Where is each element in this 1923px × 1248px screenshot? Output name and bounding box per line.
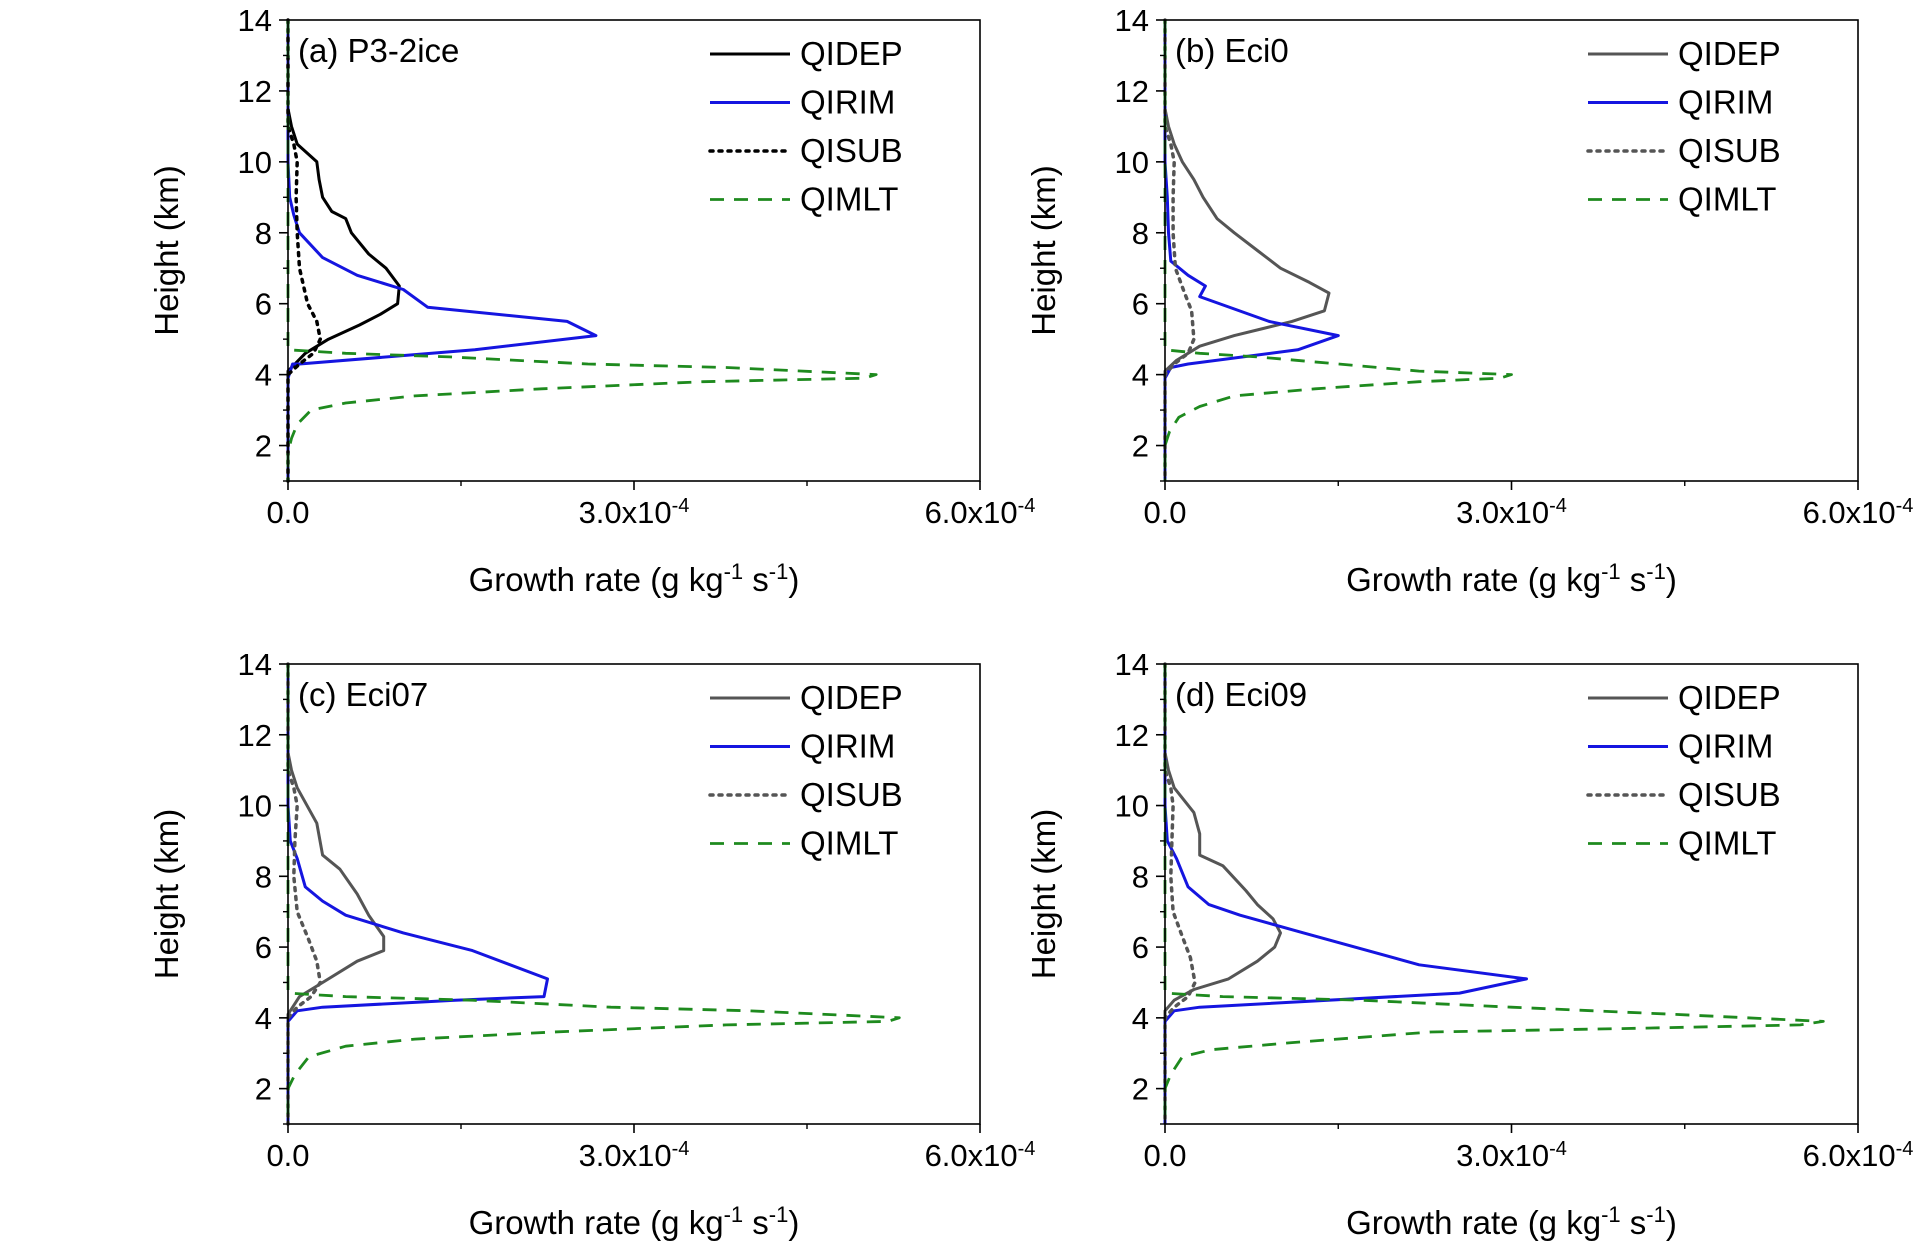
- y-axis-label: Height (km): [148, 165, 185, 336]
- series-line-qimlt: [1163, 664, 1825, 1124]
- y-tick-label: 2: [1132, 429, 1149, 464]
- x-tick-label: 0.0: [1143, 495, 1186, 530]
- y-tick-label: 8: [1132, 216, 1149, 251]
- y-tick-label: 6: [255, 930, 272, 965]
- legend-label-qidep: QIDEP: [1678, 679, 1781, 716]
- y-tick-label: 10: [1115, 789, 1149, 824]
- chart-panel-3: 2 4 6 8 10 12 14 0.0 3.0x10-4 6.0x10-4 Growth rate…: [148, 647, 1035, 1241]
- x-tick-label: 0.0: [266, 495, 309, 530]
- legend-label-qimlt: QIMLT: [1678, 825, 1776, 862]
- x-axis-label: Growth rate (g kg-1 s-1): [469, 1202, 800, 1242]
- legend-label-qirim: QIRIM: [800, 84, 895, 121]
- y-tick-label: 14: [1115, 647, 1149, 682]
- x-tick-label: 3.0x10-4: [579, 1138, 690, 1173]
- x-tick-label: 3.0x10-4: [579, 495, 690, 530]
- series-line-qirim: [286, 664, 549, 1124]
- chart-panel-1: 2 4 6 8 10 12 14 0.0 3.0x10-4 6.0x10-4 Growth rate…: [148, 3, 1035, 598]
- y-tick-label: 12: [238, 74, 272, 109]
- panel-title: (a) P3-2ice: [298, 32, 459, 69]
- x-tick-label: 6.0x10-4: [1803, 495, 1914, 530]
- x-axis-label: Growth rate (g kg-1 s-1): [469, 559, 800, 599]
- y-tick-label: 6: [255, 287, 272, 322]
- legend-label-qisub: QISUB: [800, 132, 903, 169]
- legend-label-qisub: QISUB: [800, 776, 903, 813]
- x-tick-label: 3.0x10-4: [1456, 1138, 1567, 1173]
- y-tick-label: 12: [1115, 74, 1149, 109]
- y-tick-label: 4: [1132, 358, 1149, 393]
- series-line-qidep: [1163, 20, 1331, 481]
- y-tick-label: 12: [238, 718, 272, 753]
- y-tick-label: 2: [1132, 1072, 1149, 1107]
- x-axis-label: Growth rate (g kg-1 s-1): [1346, 559, 1677, 599]
- legend-label-qidep: QIDEP: [800, 35, 903, 72]
- y-tick-label: 2: [255, 1072, 272, 1107]
- series-line-qirim: [286, 20, 598, 481]
- y-tick-label: 12: [1115, 718, 1149, 753]
- y-tick-label: 10: [238, 145, 272, 180]
- series-line-qidep: [286, 664, 386, 1124]
- legend-label-qidep: QIDEP: [1678, 35, 1781, 72]
- y-tick-label: 10: [1115, 145, 1149, 180]
- legend-label-qimlt: QIMLT: [800, 825, 898, 862]
- series-line-qisub: [1163, 18, 1196, 483]
- y-tick-label: 14: [1115, 3, 1149, 38]
- legend-label-qisub: QISUB: [1678, 132, 1781, 169]
- series-line-qimlt: [1163, 20, 1513, 481]
- y-tick-label: 4: [1132, 1001, 1149, 1036]
- y-axis-label: Height (km): [148, 809, 185, 980]
- series-line-qidep: [286, 20, 401, 481]
- y-tick-label: 6: [1132, 930, 1149, 965]
- y-tick-label: 8: [255, 216, 272, 251]
- y-axis-label: Height (km): [1025, 165, 1062, 336]
- series-line-qidep: [1163, 664, 1282, 1124]
- y-tick-label: 8: [255, 859, 272, 894]
- panel-title: (c) Eci07: [298, 676, 428, 713]
- y-tick-label: 4: [255, 1001, 272, 1036]
- y-axis-label: Height (km): [1025, 809, 1062, 980]
- y-tick-label: 14: [238, 3, 272, 38]
- y-tick-label: 10: [238, 789, 272, 824]
- x-tick-label: 0.0: [266, 1138, 309, 1173]
- x-tick-label: 6.0x10-4: [925, 1138, 1036, 1173]
- x-tick-label: 6.0x10-4: [1803, 1138, 1914, 1173]
- legend-label-qimlt: QIMLT: [1678, 181, 1776, 218]
- x-tick-label: 6.0x10-4: [925, 495, 1036, 530]
- series-line-qisub: [286, 662, 323, 1126]
- y-tick-label: 4: [255, 358, 272, 393]
- y-tick-label: 8: [1132, 859, 1149, 894]
- legend-label-qirim: QIRIM: [1678, 84, 1773, 121]
- series-line-qirim: [1163, 20, 1340, 481]
- panel-title: (b) Eci0: [1175, 32, 1289, 69]
- chart-panel-4: 2 4 6 8 10 12 14 0.0 3.0x10-4 6.0x10-4 Growth rate…: [1025, 647, 1913, 1241]
- legend-label-qimlt: QIMLT: [800, 181, 898, 218]
- panel-title: (d) Eci09: [1175, 676, 1307, 713]
- legend-label-qirim: QIRIM: [800, 728, 895, 765]
- y-tick-label: 2: [255, 429, 272, 464]
- legend-label-qidep: QIDEP: [800, 679, 903, 716]
- y-tick-label: 14: [238, 647, 272, 682]
- series-line-qirim: [1163, 664, 1528, 1124]
- series-line-qisub: [1163, 662, 1197, 1126]
- legend-label-qisub: QISUB: [1678, 776, 1781, 813]
- series-line-qimlt: [286, 664, 901, 1124]
- x-axis-label: Growth rate (g kg-1 s-1): [1346, 1202, 1677, 1242]
- series-line-qimlt: [286, 20, 878, 481]
- series-line-qisub: [286, 18, 323, 483]
- legend-label-qirim: QIRIM: [1678, 728, 1773, 765]
- x-tick-label: 3.0x10-4: [1456, 495, 1567, 530]
- y-tick-label: 6: [1132, 287, 1149, 322]
- x-tick-label: 0.0: [1143, 1138, 1186, 1173]
- chart-panel-2: 2 4 6 8 10 12 14 0.0 3.0x10-4 6.0x10-4 Growth rate…: [1025, 3, 1913, 598]
